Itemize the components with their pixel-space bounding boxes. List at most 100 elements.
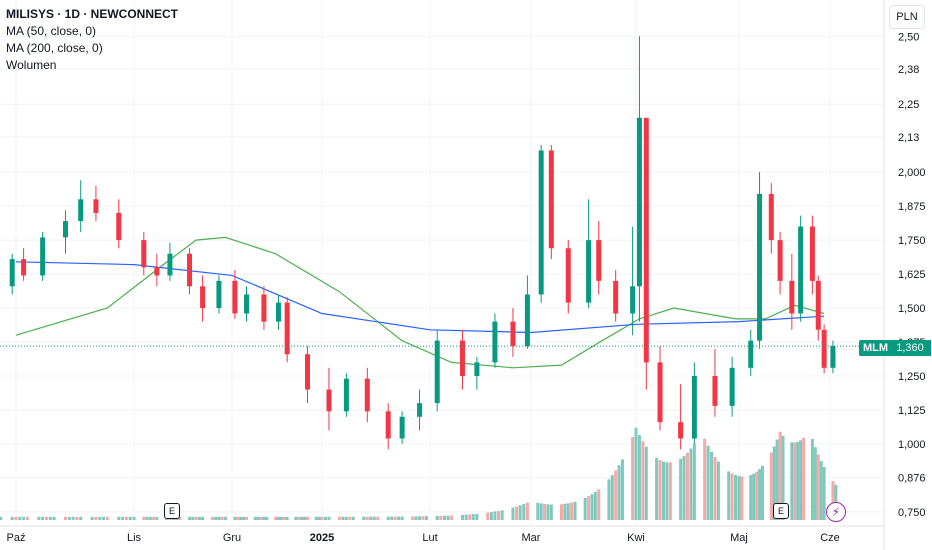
- x-tick-label: Maj: [730, 532, 748, 544]
- candle-body: [821, 329, 827, 368]
- legend-volume[interactable]: Wolumen: [6, 58, 57, 72]
- x-tick-label: Cze: [820, 532, 840, 544]
- candle-body: [154, 267, 160, 276]
- candle-body: [492, 321, 498, 363]
- volume-bar: [102, 516, 106, 520]
- earnings-marker-1[interactable]: E: [164, 503, 180, 519]
- candle-body: [261, 294, 267, 322]
- y-tick-label: 1,875: [898, 201, 926, 213]
- lightning-icon[interactable]: ⚡: [826, 502, 846, 522]
- x-tick-label: Mar: [522, 532, 541, 544]
- volume-bar: [522, 503, 526, 520]
- volume-bar: [52, 516, 56, 520]
- y-tick-label: 1,125: [898, 405, 926, 417]
- volume-bar: [71, 516, 75, 520]
- candle-body: [538, 150, 544, 295]
- symbol-title[interactable]: MILISYS · 1D · NEWCONNECT: [6, 7, 179, 21]
- volume-bar: [655, 457, 659, 520]
- volume-bar: [276, 516, 280, 520]
- volume-bar: [730, 473, 734, 520]
- candle-body: [21, 259, 27, 276]
- volume-bar: [614, 470, 618, 520]
- volume-bar: [197, 516, 201, 520]
- volume-bar: [128, 516, 132, 520]
- legend-ma200[interactable]: MA (200, close, 0): [6, 41, 103, 55]
- volume-bar: [793, 442, 797, 520]
- volume-bar: [631, 437, 635, 520]
- volume-bar: [320, 516, 324, 520]
- currency-label[interactable]: PLN: [889, 5, 925, 29]
- volume-bar: [796, 441, 800, 520]
- volume-bar: [117, 516, 121, 520]
- volume-bar: [775, 439, 779, 520]
- volume-bar: [25, 516, 29, 520]
- volume-bar: [692, 443, 696, 520]
- volume-bar: [121, 516, 125, 520]
- volume-bar: [397, 516, 401, 520]
- y-tick-label: 2,25: [898, 99, 919, 111]
- volume-bar: [256, 516, 260, 520]
- volume-bar: [105, 516, 109, 520]
- volume-bar: [566, 503, 570, 520]
- candle-body: [474, 362, 480, 376]
- volume-bar: [511, 507, 515, 520]
- y-tick-label: 1,750: [898, 235, 926, 247]
- candle-body: [399, 416, 405, 439]
- earnings-marker-2[interactable]: E: [773, 503, 789, 519]
- volume-bar: [386, 516, 390, 520]
- volume-bar: [305, 516, 309, 520]
- volume-bar: [236, 516, 240, 520]
- volume-bar: [822, 466, 826, 520]
- volume-bar: [314, 516, 318, 520]
- volume-bar: [497, 510, 501, 520]
- volume-bar: [201, 516, 205, 520]
- volume-bar: [282, 516, 286, 520]
- volume-bar: [344, 516, 348, 520]
- volume-bar: [323, 516, 327, 520]
- volume-bar: [372, 516, 376, 520]
- candle-body: [613, 280, 619, 314]
- volume-bar: [439, 515, 443, 520]
- volume-bar: [303, 516, 307, 520]
- candle-body: [630, 286, 636, 314]
- volume-bar: [790, 442, 794, 520]
- candle-body: [200, 286, 206, 309]
- candle-body: [244, 294, 250, 314]
- volume-bar: [518, 505, 522, 520]
- candle-body: [809, 226, 815, 281]
- volume-bar: [75, 516, 79, 520]
- volume-bar: [279, 516, 283, 520]
- candle-body: [9, 259, 15, 287]
- volume-bar: [679, 458, 683, 520]
- volume-bar: [124, 516, 128, 520]
- volume-bar: [259, 516, 263, 520]
- y-tick-label: 2,13: [898, 132, 919, 144]
- volume-bar: [816, 454, 820, 520]
- volume-bar: [515, 506, 519, 520]
- last-price-tag: 1,360: [889, 340, 931, 356]
- volume-bar: [10, 516, 14, 520]
- volume-bar: [536, 502, 540, 520]
- candle-body: [116, 212, 122, 241]
- volume-bar: [341, 516, 345, 520]
- volume-bar: [525, 502, 529, 520]
- volume-bar: [546, 504, 550, 520]
- candle-body: [678, 422, 684, 439]
- x-tick-label: 2025: [310, 532, 334, 544]
- legend-ma50[interactable]: MA (50, close, 0): [6, 24, 97, 38]
- volume-bar: [539, 503, 543, 520]
- volume-bar: [245, 516, 249, 520]
- volume-bar: [799, 440, 803, 520]
- volume-bar: [590, 494, 594, 520]
- volume-bar: [400, 516, 404, 520]
- volume-bar: [294, 516, 298, 520]
- volume-bar: [365, 516, 369, 520]
- candle-body: [586, 240, 592, 303]
- volume-bar: [132, 516, 136, 520]
- volume-bar: [48, 516, 52, 520]
- volume-bar: [446, 515, 450, 520]
- volume-bar: [351, 516, 355, 520]
- candle-body: [643, 117, 649, 363]
- volume-bar: [831, 481, 835, 520]
